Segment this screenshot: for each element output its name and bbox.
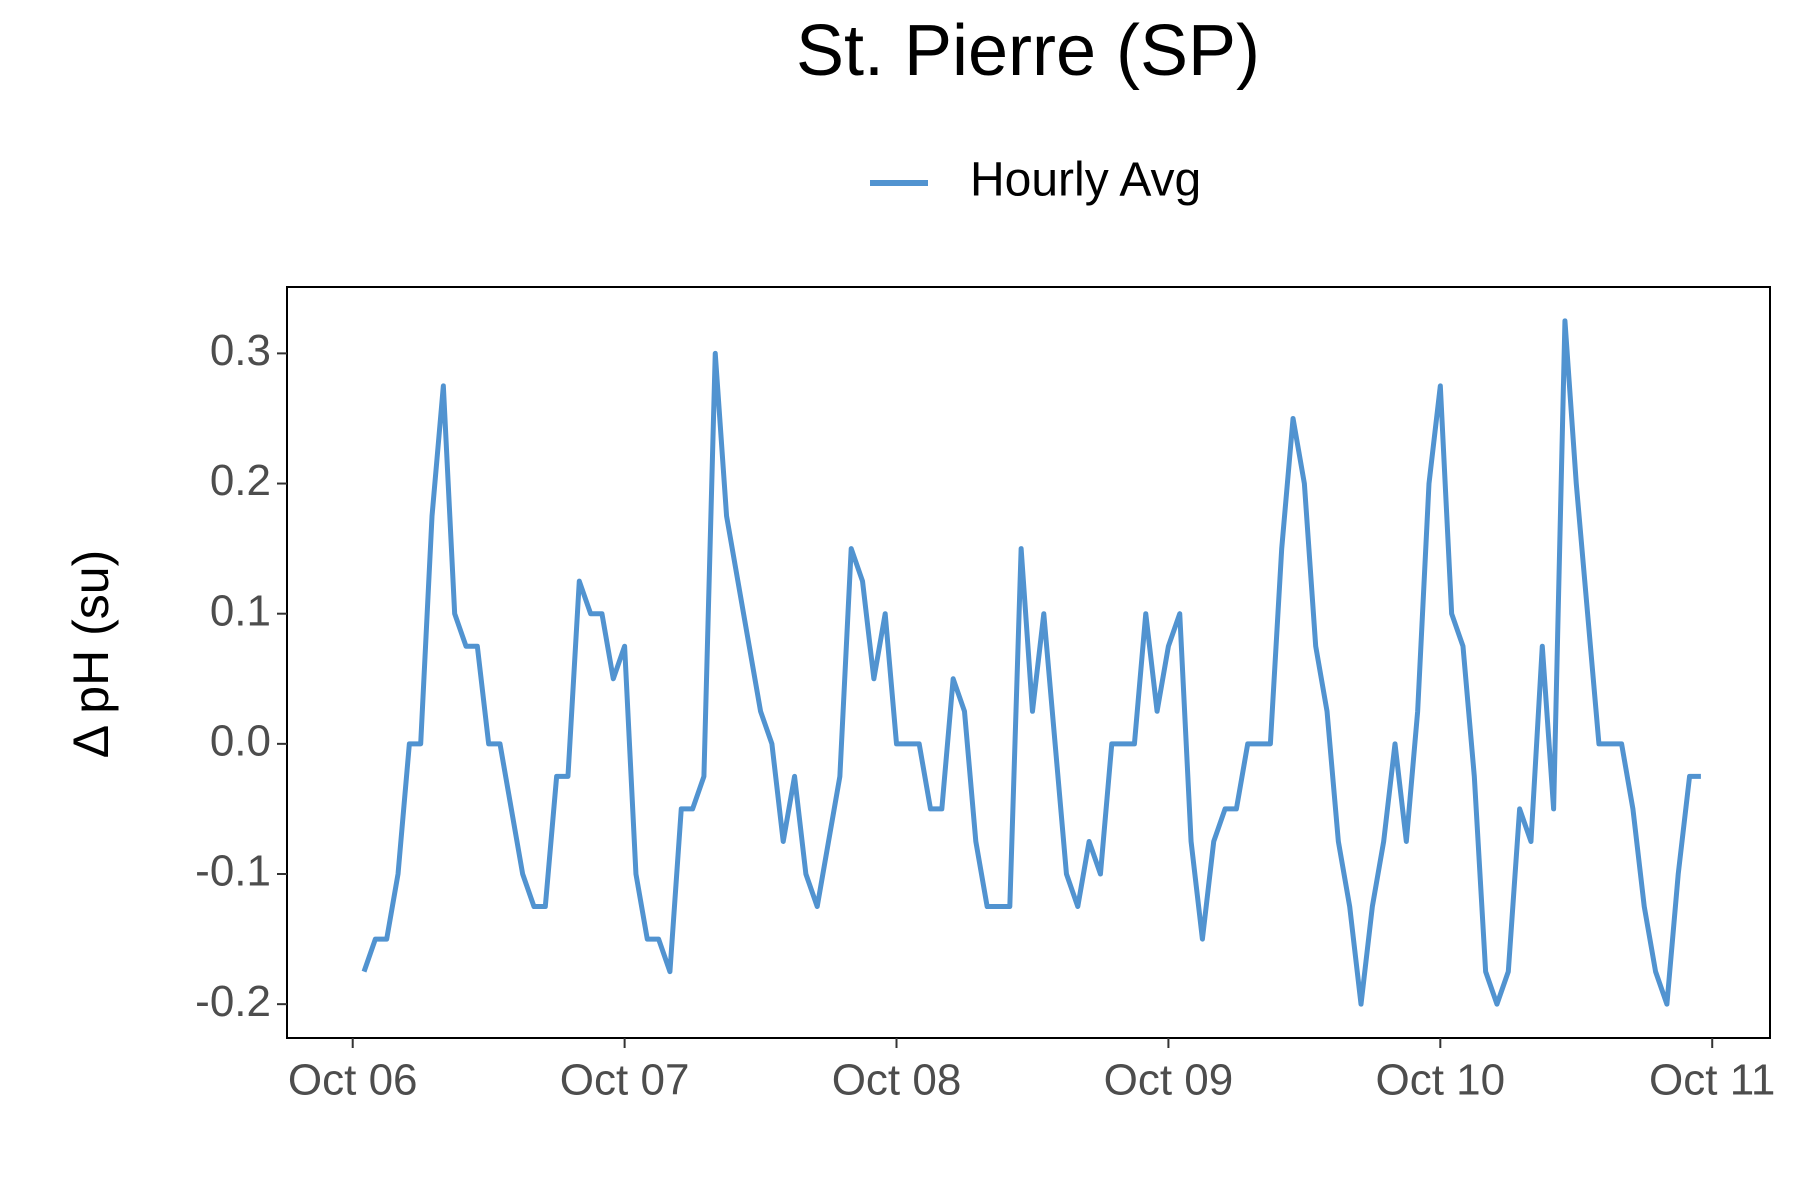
legend-label: Hourly Avg — [970, 154, 1201, 207]
chart-title: St. Pierre (SP) — [796, 11, 1260, 91]
y-tick-label: -0.2 — [195, 977, 271, 1026]
plot-border — [286, 286, 1771, 1039]
y-tick-label: 0.1 — [210, 586, 271, 635]
y-tick-label: -0.1 — [195, 847, 271, 896]
y-tick-label: 0.0 — [210, 716, 271, 765]
y-tick-label: 0.2 — [210, 456, 271, 505]
x-tick-label: Oct 11 — [1649, 1056, 1775, 1105]
x-tick-label: Oct 06 — [288, 1056, 418, 1105]
x-tick-label: Oct 08 — [832, 1056, 962, 1105]
y-axis-label: Δ pH (su) — [63, 550, 119, 758]
y-tick-label: 0.3 — [210, 326, 271, 375]
data-line — [361, 318, 1701, 1007]
x-tick-label: Oct 10 — [1376, 1056, 1506, 1105]
x-tick-label: Oct 07 — [560, 1056, 690, 1105]
x-tick-label: Oct 09 — [1104, 1056, 1234, 1105]
